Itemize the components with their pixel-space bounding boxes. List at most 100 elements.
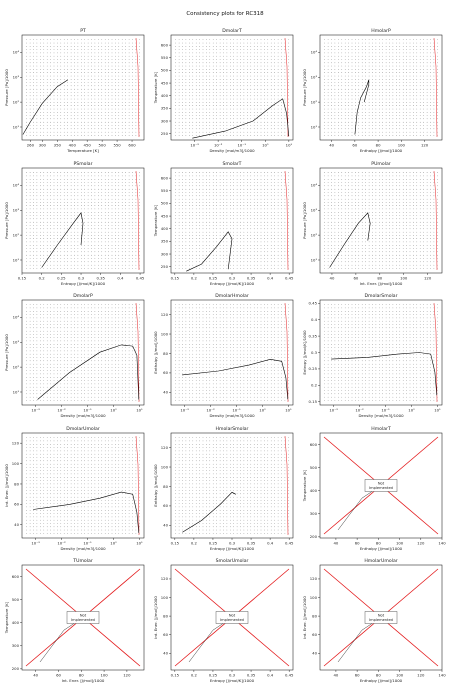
- state-point: [385, 112, 387, 113]
- state-point: [128, 39, 130, 40]
- state-point: [60, 79, 62, 80]
- state-point: [247, 202, 248, 203]
- state-point: [53, 95, 55, 97]
- state-point: [98, 198, 99, 200]
- state-point: [348, 98, 349, 100]
- state-point: [125, 88, 126, 90]
- plot-frame: [21, 34, 145, 141]
- state-point: [372, 62, 373, 64]
- state-point: [226, 179, 228, 180]
- state-point: [230, 208, 231, 210]
- state-point: [288, 105, 289, 106]
- state-point: [40, 215, 41, 216]
- state-point: [33, 59, 34, 60]
- state-point: [281, 112, 282, 113]
- state-point: [361, 75, 363, 77]
- state-point: [281, 46, 282, 47]
- state-point: [121, 221, 123, 223]
- state-point: [77, 105, 79, 106]
- state-point: [212, 215, 214, 216]
- state-point: [139, 115, 140, 116]
- state-point: [121, 248, 123, 249]
- state-point: [219, 69, 221, 70]
- state-point: [53, 205, 55, 206]
- state-point: [115, 69, 116, 70]
- state-point: [70, 221, 72, 223]
- state-point: [53, 245, 55, 246]
- state-point: [264, 185, 265, 187]
- state-point: [128, 182, 130, 183]
- state-point: [327, 125, 329, 126]
- state-point: [57, 125, 58, 126]
- state-point: [139, 65, 140, 67]
- y-axis-label: Pressure [Pa]/1000: [4, 69, 9, 106]
- state-point: [327, 135, 329, 136]
- state-point: [219, 102, 221, 103]
- state-point: [212, 39, 214, 40]
- state-point: [178, 241, 180, 243]
- state-point: [368, 49, 370, 50]
- state-point: [274, 125, 275, 126]
- state-point: [267, 135, 269, 136]
- state-point: [94, 268, 96, 269]
- state-point: [91, 52, 92, 54]
- state-point: [67, 235, 68, 236]
- state-point: [26, 108, 27, 110]
- state-point: [334, 88, 336, 90]
- state-point: [182, 215, 183, 216]
- state-point: [192, 65, 194, 67]
- state-point: [382, 118, 383, 120]
- state-point: [104, 245, 106, 246]
- state-point: [416, 98, 418, 100]
- state-point: [94, 245, 96, 246]
- state-point: [236, 69, 238, 70]
- state-point: [437, 62, 438, 64]
- state-point: [108, 231, 109, 233]
- state-point: [233, 241, 234, 243]
- state-point: [250, 205, 252, 206]
- state-point: [355, 49, 356, 50]
- state-point: [60, 218, 62, 220]
- state-point: [77, 195, 79, 197]
- state-point: [139, 98, 140, 100]
- state-point: [26, 115, 27, 116]
- state-point: [351, 49, 353, 50]
- state-point: [277, 95, 279, 97]
- state-point: [125, 135, 126, 136]
- state-point: [40, 245, 41, 246]
- state-point: [195, 125, 197, 126]
- state-point: [115, 85, 116, 87]
- state-point: [175, 112, 176, 113]
- state-point: [63, 46, 65, 47]
- state-point: [195, 118, 197, 120]
- state-point: [70, 195, 72, 197]
- state-point: [223, 105, 224, 106]
- state-point: [104, 69, 106, 70]
- x-tick-label: 0.2: [39, 276, 46, 281]
- state-point: [382, 135, 383, 136]
- state-point: [199, 179, 200, 180]
- state-point: [46, 261, 48, 263]
- state-point: [338, 52, 339, 54]
- state-point: [368, 125, 370, 126]
- state-point: [212, 98, 214, 100]
- state-point: [389, 65, 390, 67]
- state-point: [139, 202, 140, 203]
- state-point: [111, 251, 113, 253]
- state-point: [413, 72, 414, 73]
- state-point: [111, 115, 113, 116]
- state-point: [77, 192, 79, 193]
- state-point: [209, 225, 211, 226]
- state-point: [189, 128, 190, 130]
- state-point: [416, 115, 418, 116]
- state-point: [50, 202, 51, 203]
- state-point: [331, 131, 332, 133]
- state-point: [348, 46, 349, 47]
- state-point: [84, 185, 85, 187]
- state-point: [132, 179, 133, 180]
- state-point: [118, 195, 120, 197]
- state-point: [33, 179, 34, 180]
- state-point: [121, 108, 123, 110]
- state-point: [365, 102, 366, 103]
- state-point: [264, 135, 265, 136]
